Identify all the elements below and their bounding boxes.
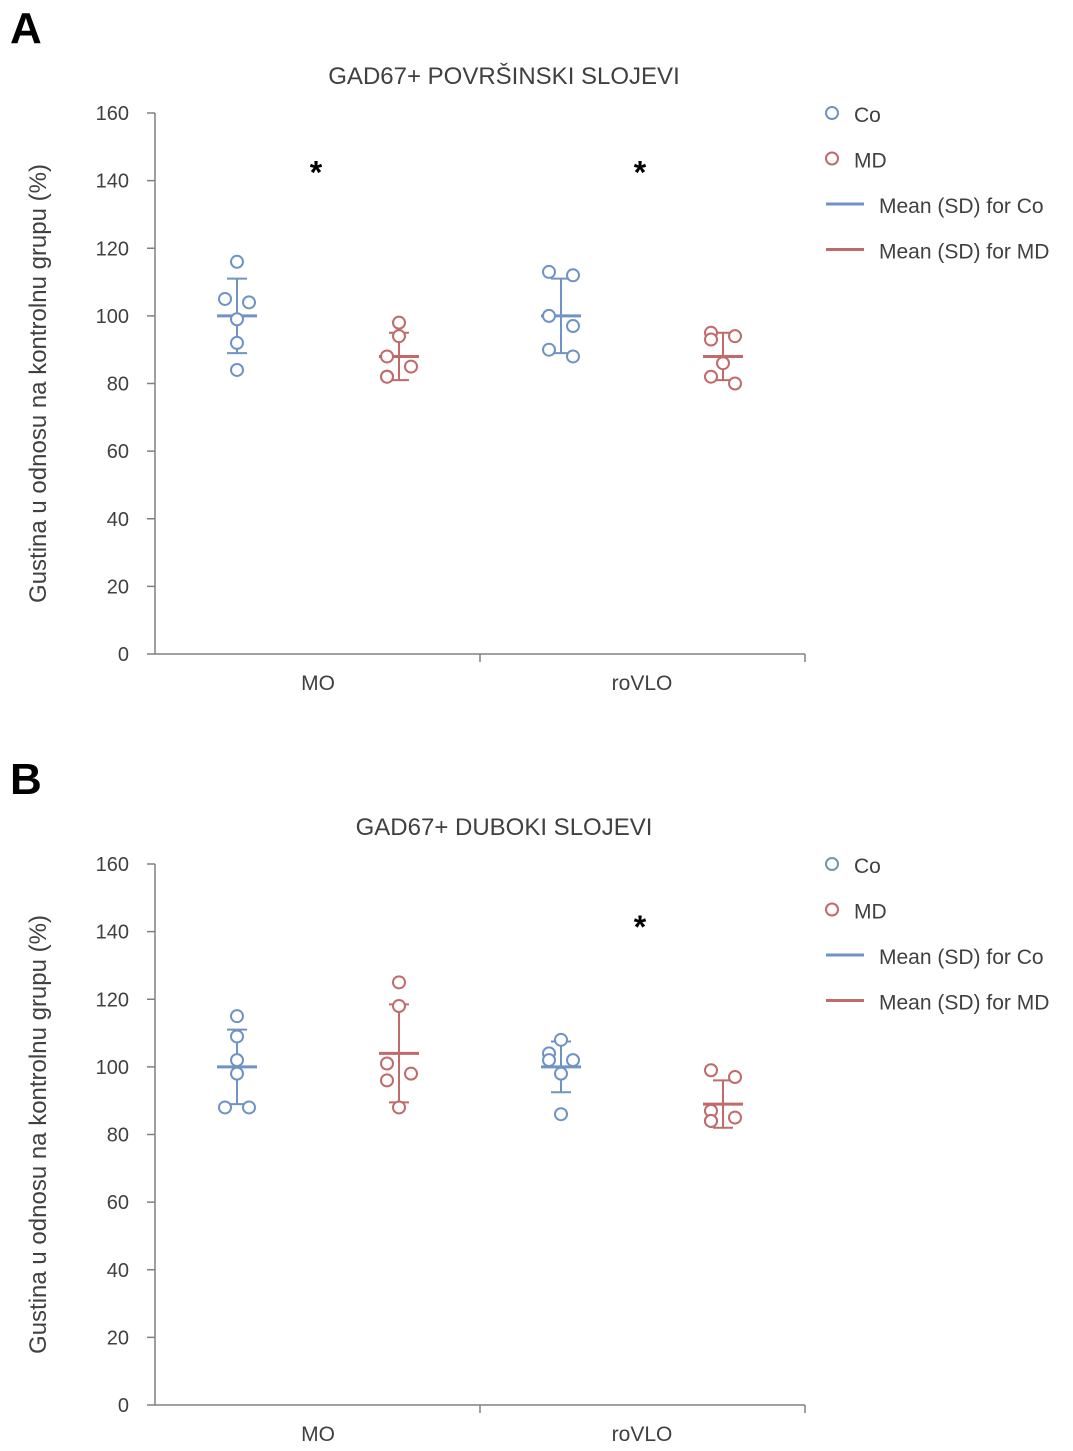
legend-marker xyxy=(825,857,839,871)
data-point xyxy=(728,1110,742,1125)
y-tick-label: 100 xyxy=(96,1057,129,1079)
y-tick-label: 60 xyxy=(107,441,129,463)
data-point xyxy=(728,329,742,344)
data-point xyxy=(230,335,244,350)
y-tick-label: 160 xyxy=(96,854,129,876)
y-tick-label: 20 xyxy=(107,576,129,598)
y-tick-label: 140 xyxy=(96,171,129,193)
legend-label: Mean (SD) for MD xyxy=(879,241,1049,264)
y-axis-label: Gustina u odnosu na kontrolnu grupu (%) xyxy=(25,164,52,603)
data-point xyxy=(380,369,394,384)
y-tick-label: 120 xyxy=(96,989,129,1011)
legend-marker xyxy=(825,106,839,120)
y-tick-label: 160 xyxy=(96,103,129,125)
data-point xyxy=(542,264,556,279)
data-point xyxy=(728,1070,742,1085)
data-point xyxy=(230,312,244,327)
data-point xyxy=(704,1063,718,1078)
data-point xyxy=(404,359,418,374)
chart-title: GAD67+ POVRŠINSKI SLOJEVI xyxy=(328,62,679,90)
data-point xyxy=(392,315,406,330)
data-point xyxy=(218,1100,232,1115)
data-point xyxy=(242,1100,256,1115)
data-point xyxy=(380,1073,394,1088)
data-point xyxy=(566,319,580,334)
legend-label: Co xyxy=(854,855,881,878)
data-point xyxy=(704,369,718,384)
y-tick-label: 140 xyxy=(96,922,129,944)
data-point xyxy=(554,1066,568,1081)
data-point xyxy=(542,1053,556,1068)
data-point xyxy=(230,1066,244,1081)
y-tick-label: 40 xyxy=(107,1260,129,1282)
chart-title: GAD67+ DUBOKI SLOJEVI xyxy=(356,814,653,841)
data-point xyxy=(728,376,742,391)
data-point xyxy=(230,1029,244,1044)
data-point xyxy=(392,975,406,990)
x-tick-label: roVLO xyxy=(612,672,673,695)
chart-a: GAD67+ POVRŠINSKI SLOJEVI Gustina u odnos… xyxy=(25,62,1049,695)
significance-asterisk: * xyxy=(634,155,647,191)
data-point xyxy=(566,349,580,364)
data-point xyxy=(554,1032,568,1047)
data-point xyxy=(554,1107,568,1122)
y-tick-label: 40 xyxy=(107,509,129,531)
legend-marker xyxy=(825,151,839,166)
panel-b: B GAD67+ DUBOKI SLOJEVI Gustina u odnosu … xyxy=(0,751,1073,1446)
y-tick-label: 100 xyxy=(96,306,129,328)
chart-b: GAD67+ DUBOKI SLOJEVI Gustina u odnosu na… xyxy=(25,814,1049,1446)
data-point xyxy=(566,1053,580,1068)
y-tick-label: 0 xyxy=(118,1395,129,1417)
data-point xyxy=(716,356,730,371)
legend-marker xyxy=(825,902,839,917)
legend-label: MD xyxy=(854,901,887,924)
legend-label: Mean (SD) for Co xyxy=(879,946,1044,969)
data-point xyxy=(230,1053,244,1068)
legend-label: Mean (SD) for Co xyxy=(879,195,1044,218)
panel-letter: B xyxy=(10,755,42,804)
x-tick-label: MO xyxy=(301,1423,335,1446)
data-point xyxy=(404,1066,418,1081)
data-point xyxy=(218,291,232,306)
data-point xyxy=(380,349,394,364)
y-tick-label: 20 xyxy=(107,1327,129,1349)
y-tick-label: 60 xyxy=(107,1192,129,1214)
significance-asterisk: * xyxy=(310,155,323,191)
x-tick-label: roVLO xyxy=(612,1423,673,1446)
x-tick-label: MO xyxy=(301,672,335,695)
data-point xyxy=(230,1009,244,1024)
data-point xyxy=(392,329,406,344)
data-point xyxy=(230,254,244,269)
y-tick-label: 120 xyxy=(96,238,129,260)
legend-label: MD xyxy=(854,150,887,173)
y-axis-label: Gustina u odnosu na kontrolnu grupu (%) xyxy=(25,915,52,1354)
data-point xyxy=(704,1113,718,1128)
panel-letter: A xyxy=(10,4,42,53)
data-point xyxy=(542,308,556,323)
panel-a: A GAD67+ POVRŠINSKI SLOJEVI Gustina u odn… xyxy=(0,0,1073,723)
significance-asterisk: * xyxy=(634,909,647,945)
y-tick-label: 80 xyxy=(107,374,129,396)
data-point xyxy=(392,1100,406,1115)
legend-label: Co xyxy=(854,104,881,127)
y-tick-label: 0 xyxy=(118,644,129,666)
data-point xyxy=(542,342,556,357)
legend-label: Mean (SD) for MD xyxy=(879,992,1049,1015)
data-point xyxy=(242,295,256,310)
data-point xyxy=(566,268,580,283)
data-point xyxy=(380,1056,394,1071)
data-point xyxy=(704,332,718,347)
data-point xyxy=(392,999,406,1014)
y-tick-label: 80 xyxy=(107,1125,129,1147)
data-point xyxy=(230,362,244,377)
